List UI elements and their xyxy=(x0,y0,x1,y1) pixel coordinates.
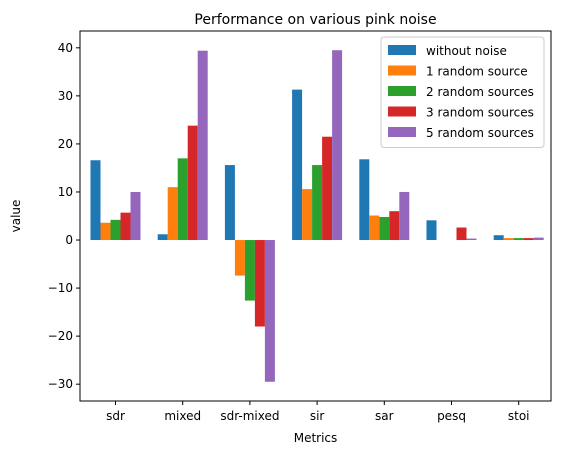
y-tick-label: −30 xyxy=(48,377,73,391)
legend-swatch xyxy=(388,107,416,117)
bar-1-random-source-sdr xyxy=(101,223,111,240)
bar-1-random-source-sir xyxy=(302,189,312,240)
bar-2-random-sources-sdr-mixed xyxy=(245,240,255,301)
bar-1-random-source-sar xyxy=(369,216,379,241)
legend-label: 3 random sources xyxy=(426,106,534,120)
bar-without-noise-sir xyxy=(292,90,302,240)
bar-2-random-sources-sir xyxy=(312,165,322,240)
legend-label: 1 random source xyxy=(426,65,528,79)
x-tick-label-stoi: stoi xyxy=(508,409,530,423)
y-tick-label: 40 xyxy=(58,41,73,55)
legend: without noise 1 random source 2 random sou… xyxy=(381,37,544,148)
bar-2-random-sources-mixed xyxy=(178,158,188,240)
y-tick-label: 10 xyxy=(58,185,73,199)
bar-5-random-sources-pesq xyxy=(467,239,477,240)
bar-1-random-source-stoi xyxy=(504,238,514,240)
bar-without-noise-sar xyxy=(359,159,369,240)
y-axis-label: value xyxy=(9,200,23,233)
bar-5-random-sources-stoi xyxy=(534,238,544,240)
legend-swatch xyxy=(388,86,416,96)
x-tick-label-mixed: mixed xyxy=(164,409,201,423)
bar-1-random-source-sdr-mixed xyxy=(235,240,245,276)
bar-5-random-sources-sdr xyxy=(131,192,141,240)
legend-label: 2 random sources xyxy=(426,85,534,99)
bar-3-random-sources-sir xyxy=(322,137,332,240)
bar-2-random-sources-sdr xyxy=(111,220,121,240)
y-tick-label: −20 xyxy=(48,329,73,343)
x-tick-label-sar: sar xyxy=(375,409,394,423)
bar-2-random-sources-sar xyxy=(379,217,389,240)
y-tick-label: 0 xyxy=(65,233,73,247)
x-axis: sdr mixed sdr-mixed sir sar pesq stoi xyxy=(106,401,529,423)
y-tick-label: −10 xyxy=(48,281,73,295)
bar-5-random-sources-sir xyxy=(332,50,342,240)
bar-3-random-sources-stoi xyxy=(524,238,534,240)
x-axis-label: Metrics xyxy=(294,431,338,445)
x-tick-label-sdr: sdr xyxy=(106,409,125,423)
bar-without-noise-sdr-mixed xyxy=(225,165,235,240)
y-axis: −30 −20 −10 0 10 20 30 40 xyxy=(48,41,80,391)
legend-swatch xyxy=(388,66,416,76)
x-tick-label-sdr-mixed: sdr-mixed xyxy=(220,409,279,423)
x-tick-label-sir: sir xyxy=(310,409,325,423)
bar-5-random-sources-mixed xyxy=(198,51,208,240)
bar-2-random-sources-stoi xyxy=(514,238,524,240)
bar-3-random-sources-sdr-mixed xyxy=(255,240,265,326)
bar-without-noise-pesq xyxy=(427,220,437,240)
bar-5-random-sources-sdr-mixed xyxy=(265,240,275,382)
y-tick-label: 30 xyxy=(58,89,73,103)
bar-3-random-sources-sdr xyxy=(121,213,131,240)
chart-title: Performance on various pink noise xyxy=(194,12,436,28)
series-1-random-source xyxy=(101,187,514,275)
legend-swatch xyxy=(388,45,416,55)
bar-3-random-sources-pesq xyxy=(457,228,467,240)
legend-label: without noise xyxy=(426,44,507,58)
bar-without-noise-mixed xyxy=(158,234,168,240)
legend-swatch xyxy=(388,127,416,137)
bar-5-random-sources-sar xyxy=(399,192,409,240)
bar-1-random-source-mixed xyxy=(168,187,178,240)
bar-3-random-sources-mixed xyxy=(188,126,198,240)
bar-without-noise-sdr xyxy=(91,160,101,240)
bar-without-noise-stoi xyxy=(494,235,504,240)
y-tick-label: 20 xyxy=(58,137,73,151)
legend-label: 5 random sources xyxy=(426,126,534,140)
x-tick-label-pesq: pesq xyxy=(437,409,466,423)
bar-3-random-sources-sar xyxy=(389,211,399,240)
